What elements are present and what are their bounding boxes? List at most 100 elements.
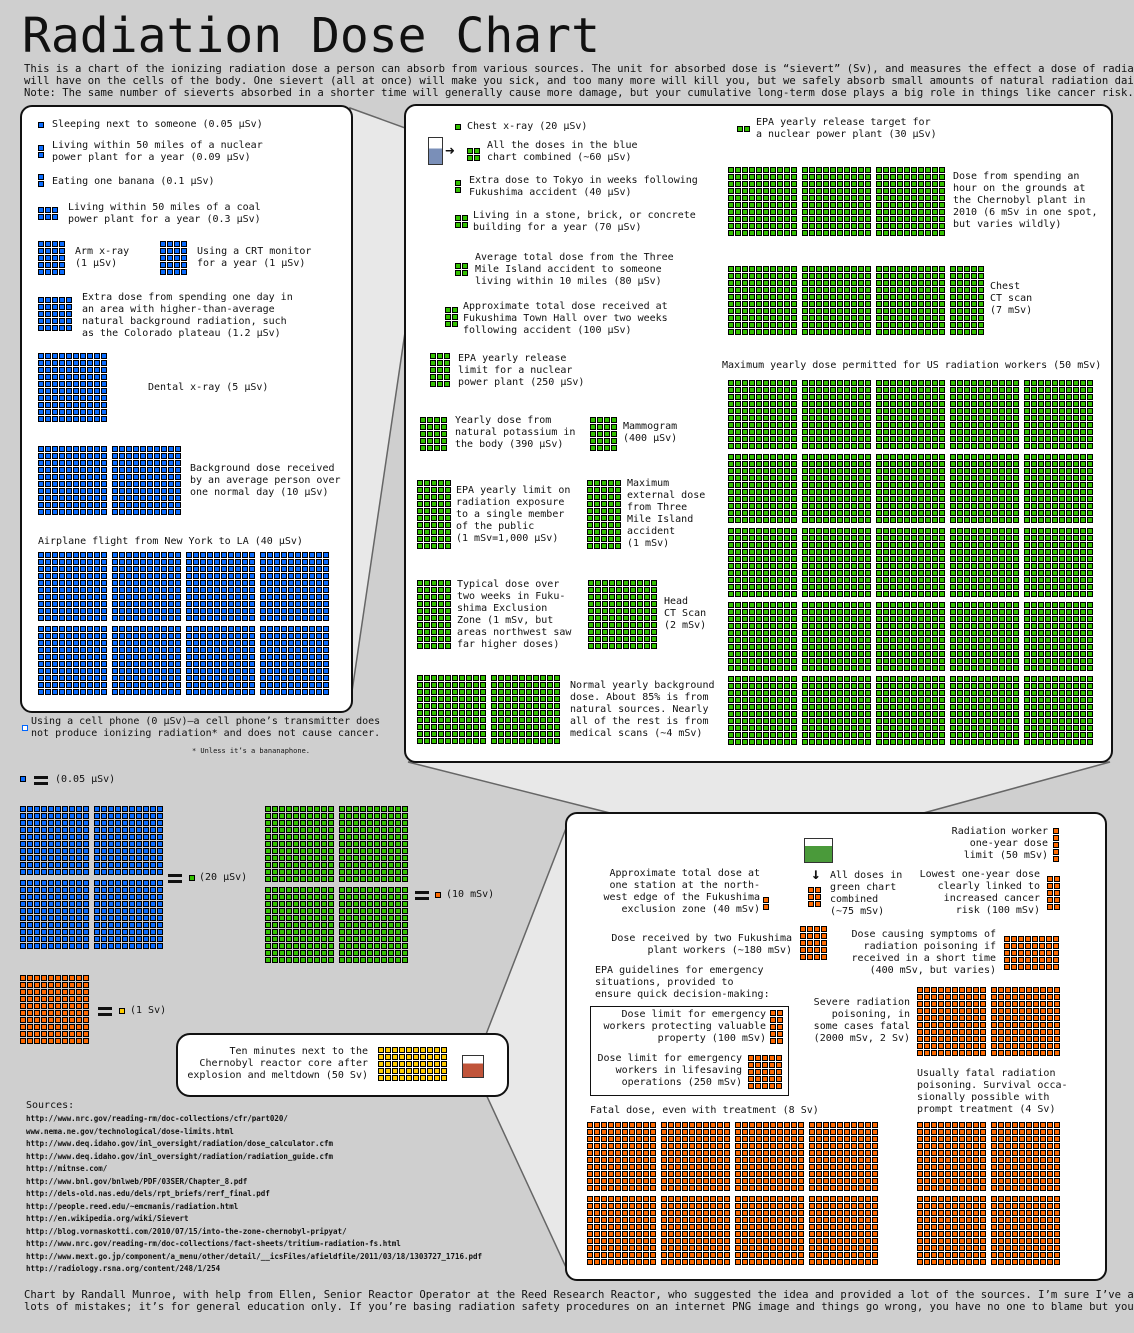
green-dose-grid [455, 215, 469, 229]
intro-line: Note: The same number of sieverts absorb… [24, 87, 1134, 99]
dose-label: Typical dose over two weeks in Fuku- shi… [457, 579, 572, 650]
dose-block [588, 580, 658, 650]
dose-block [265, 806, 335, 883]
blue-dose-grid [38, 353, 108, 423]
dose-block [186, 626, 256, 696]
dose-label: Maximum yearly dose permitted for US rad… [722, 360, 1102, 371]
dose-label: Dental x-ray (5 μSv) [148, 382, 269, 393]
green-dose-grid [467, 148, 481, 162]
dose-label: Background dose received by an average p… [190, 463, 341, 498]
dose-block [1053, 828, 1060, 863]
green-dose-grid [588, 580, 658, 650]
source-link[interactable]: http://blog.vornaskotti.com/2010/07/15/i… [26, 1226, 347, 1236]
blue-dose-grid [38, 207, 59, 221]
dose-label: Normal yearly background dose. About 85%… [570, 680, 715, 739]
unit-label: (20 μSv) [199, 872, 248, 883]
source-link[interactable]: http://mitnse.com/ [26, 1164, 108, 1173]
green-dose-grid [587, 480, 622, 550]
dose-block [991, 987, 1061, 1057]
equals-icon [168, 874, 182, 883]
dose-label: EPA yearly release target for a nuclear … [756, 117, 937, 140]
dose-block [455, 263, 469, 277]
dose-block [112, 446, 182, 516]
dose-label: Dose from spending an hour on the ground… [953, 171, 1098, 230]
dose-block [38, 145, 45, 159]
dose-block [1004, 936, 1060, 971]
dose-block [38, 552, 108, 622]
dose-block [455, 124, 462, 131]
orange-dose-grid [808, 887, 822, 908]
dose-block [417, 675, 487, 745]
dose-block [876, 602, 946, 672]
dose-block [802, 266, 872, 336]
blue-dose-grid [38, 446, 182, 516]
source-link[interactable]: http://www.nrc.gov/reading-rm/doc-collec… [26, 1114, 288, 1123]
source-link[interactable]: http://people.reed.edu/~emcmanis/radiati… [26, 1201, 239, 1211]
unit-label: (1 Sv) [130, 1005, 167, 1016]
dose-label: Maximum external dose from Three Mile Is… [627, 478, 706, 549]
dose-block [339, 887, 409, 964]
source-link[interactable]: http://www.deq.idaho.gov/inl_oversight/r… [26, 1139, 334, 1148]
orange-dose-grid [435, 892, 442, 899]
dose-label: Head CT Scan (2 mSv) [664, 596, 707, 631]
dose-block [455, 180, 462, 194]
dose-label: Ten minutes next to the Chernobyl reacto… [187, 1046, 368, 1081]
dose-block [587, 480, 622, 550]
source-link[interactable]: http://www.nrc.gov/reading-rm/doc-collec… [26, 1239, 401, 1248]
dose-block [189, 875, 196, 882]
blue-chart-thumbnail-icon [428, 137, 443, 165]
green-dose-grid [417, 675, 561, 745]
dose-label: Living in a stone, brick, or concrete bu… [473, 210, 696, 233]
source-link[interactable]: www.nema.ne.gov/technological/dose-limit… [26, 1126, 234, 1136]
dose-label: Radiation worker one-year dose limit (50… [951, 826, 1048, 861]
source-link[interactable]: http://en.wikipedia.org/wiki/Sievert [26, 1214, 189, 1223]
dose-block [802, 602, 872, 672]
green-dose-grid [455, 124, 462, 131]
orange-dose-grid [770, 1010, 784, 1045]
dose-block [802, 380, 872, 450]
dose-block [728, 266, 798, 336]
source-link[interactable]: http://dels-old.nas.edu/dels/rpt_briefs/… [26, 1189, 270, 1198]
footnote: * Unless it’s a bananaphone. [192, 747, 311, 755]
dose-label: EPA yearly release limit for a nuclear p… [458, 353, 585, 388]
green-dose-grid [265, 806, 409, 964]
dose-block [112, 552, 182, 622]
dose-block [587, 1122, 657, 1192]
source-link[interactable]: http://www.bnl.gov/bnlweb/PDF/03SER/Chap… [26, 1176, 248, 1186]
dose-block [590, 417, 618, 452]
dose-label: Dose received by two Fukushima plant wor… [611, 933, 792, 956]
dose-block [38, 446, 108, 516]
dose-block [737, 126, 751, 133]
dose-block [445, 307, 459, 328]
yellow-dose-grid [119, 1008, 126, 1015]
dose-block [260, 626, 330, 696]
footer-line: Chart by Randall Munroe, with help from … [24, 1289, 1134, 1301]
source-link[interactable]: http://radiology.rsna.org/content/248/1/… [26, 1264, 221, 1273]
source-link[interactable]: http://www.deq.idaho.gov/inl_oversight/r… [26, 1151, 334, 1161]
dose-block [587, 1196, 657, 1266]
dose-label: Approximate total dose at one station at… [603, 868, 760, 915]
dose-block [876, 528, 946, 598]
dose-label: Living within 50 miles of a nuclear powe… [52, 140, 263, 163]
orange-dose-grid [748, 1055, 783, 1090]
dose-label: Average total dose from the Three Mile I… [475, 252, 674, 287]
dose-label: Extra dose from spending one day in an a… [82, 292, 293, 339]
dose-block [748, 1055, 783, 1090]
dose-block [1024, 380, 1094, 450]
cell-phone-note: Using a cell phone (0 μSv)—a cell phone’… [31, 716, 381, 739]
dose-block [160, 241, 188, 276]
dose-block [950, 380, 1020, 450]
dose-block [802, 167, 872, 237]
orange-dose-grid [20, 975, 90, 1045]
empty-square-icon [22, 725, 28, 731]
dose-block [728, 676, 798, 746]
dose-block [378, 1047, 448, 1082]
dose-block [728, 454, 798, 524]
orange-dose-grid [587, 1122, 879, 1266]
dose-block [876, 380, 946, 450]
dose-label: All doses in green chart combined (~75 m… [830, 870, 903, 917]
dose-block [950, 266, 985, 336]
orange-dose-grid [1053, 828, 1060, 863]
source-link[interactable]: http://www.mext.go.jp/component/a_menu/o… [26, 1251, 483, 1261]
green-chart-thumbnail-icon [804, 838, 833, 863]
